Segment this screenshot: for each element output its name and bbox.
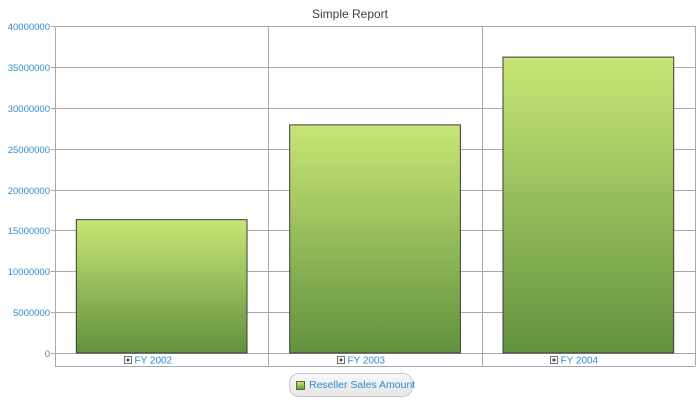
- expand-plus-icon[interactable]: [550, 356, 558, 364]
- legend-label: Reseller Sales Amount: [309, 379, 416, 391]
- category-label-group[interactable]: FY 2002: [124, 356, 173, 367]
- y-axis-ticks: 0 5000000 10000000 15000000 20000000 25000000…: [8, 22, 50, 360]
- y-tick-label: 5000000: [13, 308, 50, 319]
- y-tick-label: 15000000: [8, 226, 50, 237]
- expand-plus-icon[interactable]: [337, 356, 345, 364]
- x-category-label: FY 2002: [135, 356, 173, 367]
- y-tick-label: 0: [45, 349, 50, 360]
- y-tick-label: 40000000: [8, 22, 50, 33]
- bar-fy-2004[interactable]: [502, 56, 675, 354]
- x-category-label: FY 2003: [348, 356, 386, 367]
- series-swatch-icon: [296, 380, 305, 390]
- y-tick-label: 10000000: [8, 267, 50, 278]
- y-tick-label: 35000000: [8, 63, 50, 74]
- category-label-group[interactable]: FY 2003: [337, 356, 386, 367]
- bar-fy-2003[interactable]: [289, 124, 461, 354]
- x-category-label: FY 2004: [561, 356, 599, 367]
- chart-title: Simple Report: [312, 7, 389, 21]
- bar-fy-2002[interactable]: [75, 219, 248, 354]
- y-tick-label: 25000000: [8, 145, 50, 156]
- expand-plus-icon[interactable]: [124, 356, 132, 364]
- legend-button[interactable]: Reseller Sales Amount: [289, 373, 416, 397]
- y-tick-label: 20000000: [8, 186, 50, 197]
- category-label-group[interactable]: FY 2004: [550, 356, 599, 367]
- y-tick-label: 30000000: [8, 104, 50, 115]
- x-axis-categories: FY 2002 FY 2003 FY 2004: [124, 356, 599, 367]
- bars: [75, 56, 675, 354]
